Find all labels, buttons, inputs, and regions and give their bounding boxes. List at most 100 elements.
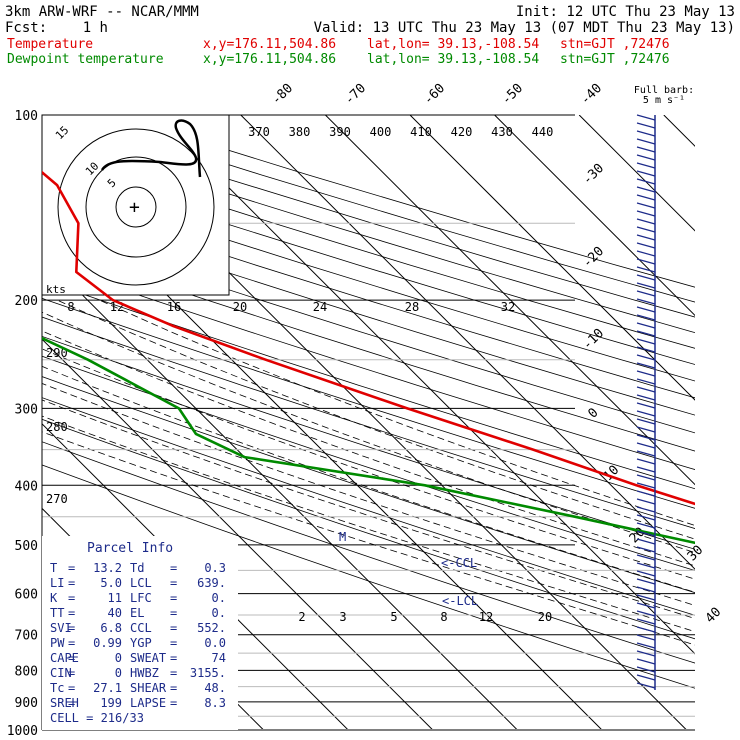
parcel-info-cell: 552. (197, 621, 226, 635)
isotherm-line (240, 115, 695, 570)
pressure-tick-label: 300 (15, 402, 38, 417)
wind-barb (636, 498, 656, 505)
wind-barb (636, 170, 656, 177)
wind-barb (636, 594, 656, 601)
parcel-info-cell: YGP (130, 636, 152, 650)
sounding-series (42, 170, 695, 545)
parcel-info-cell: = (170, 636, 177, 650)
fcst-value: 1 h (83, 20, 108, 36)
isotherm-line (42, 338, 433, 729)
isotherm-label: 30 (685, 543, 707, 565)
isotherm-label: -30 (580, 161, 607, 188)
mixing-ratio-label: 24 (313, 300, 327, 314)
parcel-info-cell: HWBZ (130, 666, 159, 680)
parcel-info-cell: = (170, 666, 177, 680)
wind-barb (636, 682, 656, 689)
wind-barbs: Full barb: 5 m s⁻¹ (634, 85, 694, 690)
isotherm-label: -80 (269, 81, 296, 108)
wind-barb (636, 474, 656, 481)
wind-barb (636, 378, 656, 385)
wind-barb (636, 586, 656, 593)
parcel-info-cell: = (170, 651, 177, 665)
temperature-legend-latlon: lat,lon= 39.13,-108.54 (367, 37, 539, 52)
wind-barb (636, 226, 656, 233)
wind-barb (636, 306, 656, 313)
wind-key-line2: 5 m s⁻¹ (643, 95, 685, 106)
parcel-info-cell: Td (130, 561, 144, 575)
parcel-info-cell: 3155. (190, 666, 226, 680)
theta-label: 390 (329, 125, 351, 139)
parcel-info-cell: = (68, 576, 75, 590)
wind-barb (636, 138, 656, 145)
isotherm-line (42, 423, 348, 729)
wind-barb (636, 674, 656, 681)
wind-barb (636, 522, 656, 529)
theta-left-label: 290 (46, 346, 68, 360)
wind-barb (636, 554, 656, 561)
parcel-info-cell: 13.2 (93, 561, 122, 575)
isotherm-label: -70 (342, 81, 369, 108)
wind-barb (636, 314, 656, 321)
parcel-info-cell: = (68, 621, 75, 635)
parcel-info-cell: K (50, 591, 58, 605)
mixing-ratio-label: 5 (390, 610, 397, 624)
valid-time: Valid: 13 UTC Thu 23 May 13 (07 MDT Thu … (314, 20, 735, 36)
mixing-ratio-label: 8 (440, 610, 447, 624)
parcel-info-cell: = (170, 591, 177, 605)
mixing-ratio-label: 2 (298, 610, 305, 624)
wind-barb (636, 186, 656, 193)
isotherm-line (578, 115, 695, 232)
mixing-ratio-label: 28 (405, 300, 419, 314)
pressure-tick-label: 800 (15, 664, 38, 679)
pressure-tick-label: 900 (15, 696, 38, 711)
theta-label: 410 (410, 125, 432, 139)
wind-barb (636, 410, 656, 417)
parcel-info-cell: = (170, 606, 177, 620)
wind-barb (636, 338, 656, 345)
pressure-tick-label: 700 (15, 629, 38, 644)
parcel-info-cell: CELL = 216/33 (50, 711, 144, 725)
parcel-info-cell: LCL (130, 576, 152, 590)
wind-barb (636, 658, 656, 665)
wind-barb (636, 122, 656, 129)
series-line-temperature (42, 170, 695, 506)
pressure-tick-label: 500 (15, 539, 38, 554)
dewpoint-legend-stn: stn=GJT ,72476 (560, 52, 670, 67)
wind-barb (636, 402, 656, 409)
hodograph: + 5 10 15 kts (41, 114, 230, 296)
parcel-info-cell: 0. (212, 606, 226, 620)
parcel-info-cell: = (68, 636, 75, 650)
dry-adiabat-line (42, 163, 695, 365)
isotherm-label: -60 (421, 81, 448, 108)
parcel-info-panel: Parcel Info T = 13.2 Td = 0.3 LI = 5.0 LCL = 639. K =… (42, 536, 238, 730)
wind-barb (636, 610, 656, 617)
wind-barb (636, 154, 656, 161)
mixing-ratio-label: 3 (339, 610, 346, 624)
parcel-info-cell: TT (50, 606, 64, 620)
wind-barb (636, 538, 656, 545)
theta-label: 370 (248, 125, 270, 139)
parcel-info-cell: 27.1 (93, 681, 122, 695)
mixing-ratio-label: 12 (479, 610, 493, 624)
wind-barb (636, 202, 656, 209)
wind-barb (636, 322, 656, 329)
parcel-info-cell: LI (50, 576, 64, 590)
wind-barb (636, 514, 656, 521)
parcel-info-cell: = (68, 561, 75, 575)
pressure-tick-label: 600 (15, 588, 38, 603)
parcel-info-cell: 0.3 (204, 561, 226, 575)
isotherm-label: -20 (580, 244, 607, 271)
wind-barb (636, 634, 656, 641)
hodograph-trace (100, 119, 202, 178)
model-title: 3km ARW-WRF -- NCAR/MMM (5, 4, 199, 20)
wind-barb (636, 250, 656, 257)
wind-barb (636, 274, 656, 281)
parcel-info-cell: LAPSE (130, 696, 166, 710)
wind-barb (636, 362, 656, 369)
parcel-info-cell: CAPE (50, 651, 79, 665)
isotherm-line (0, 115, 10, 730)
parcel-info-cell: CCL (130, 621, 152, 635)
parcel-info-cell: = (170, 561, 177, 575)
parcel-info-cell: 6.8 (100, 621, 122, 635)
wind-barb (636, 578, 656, 585)
